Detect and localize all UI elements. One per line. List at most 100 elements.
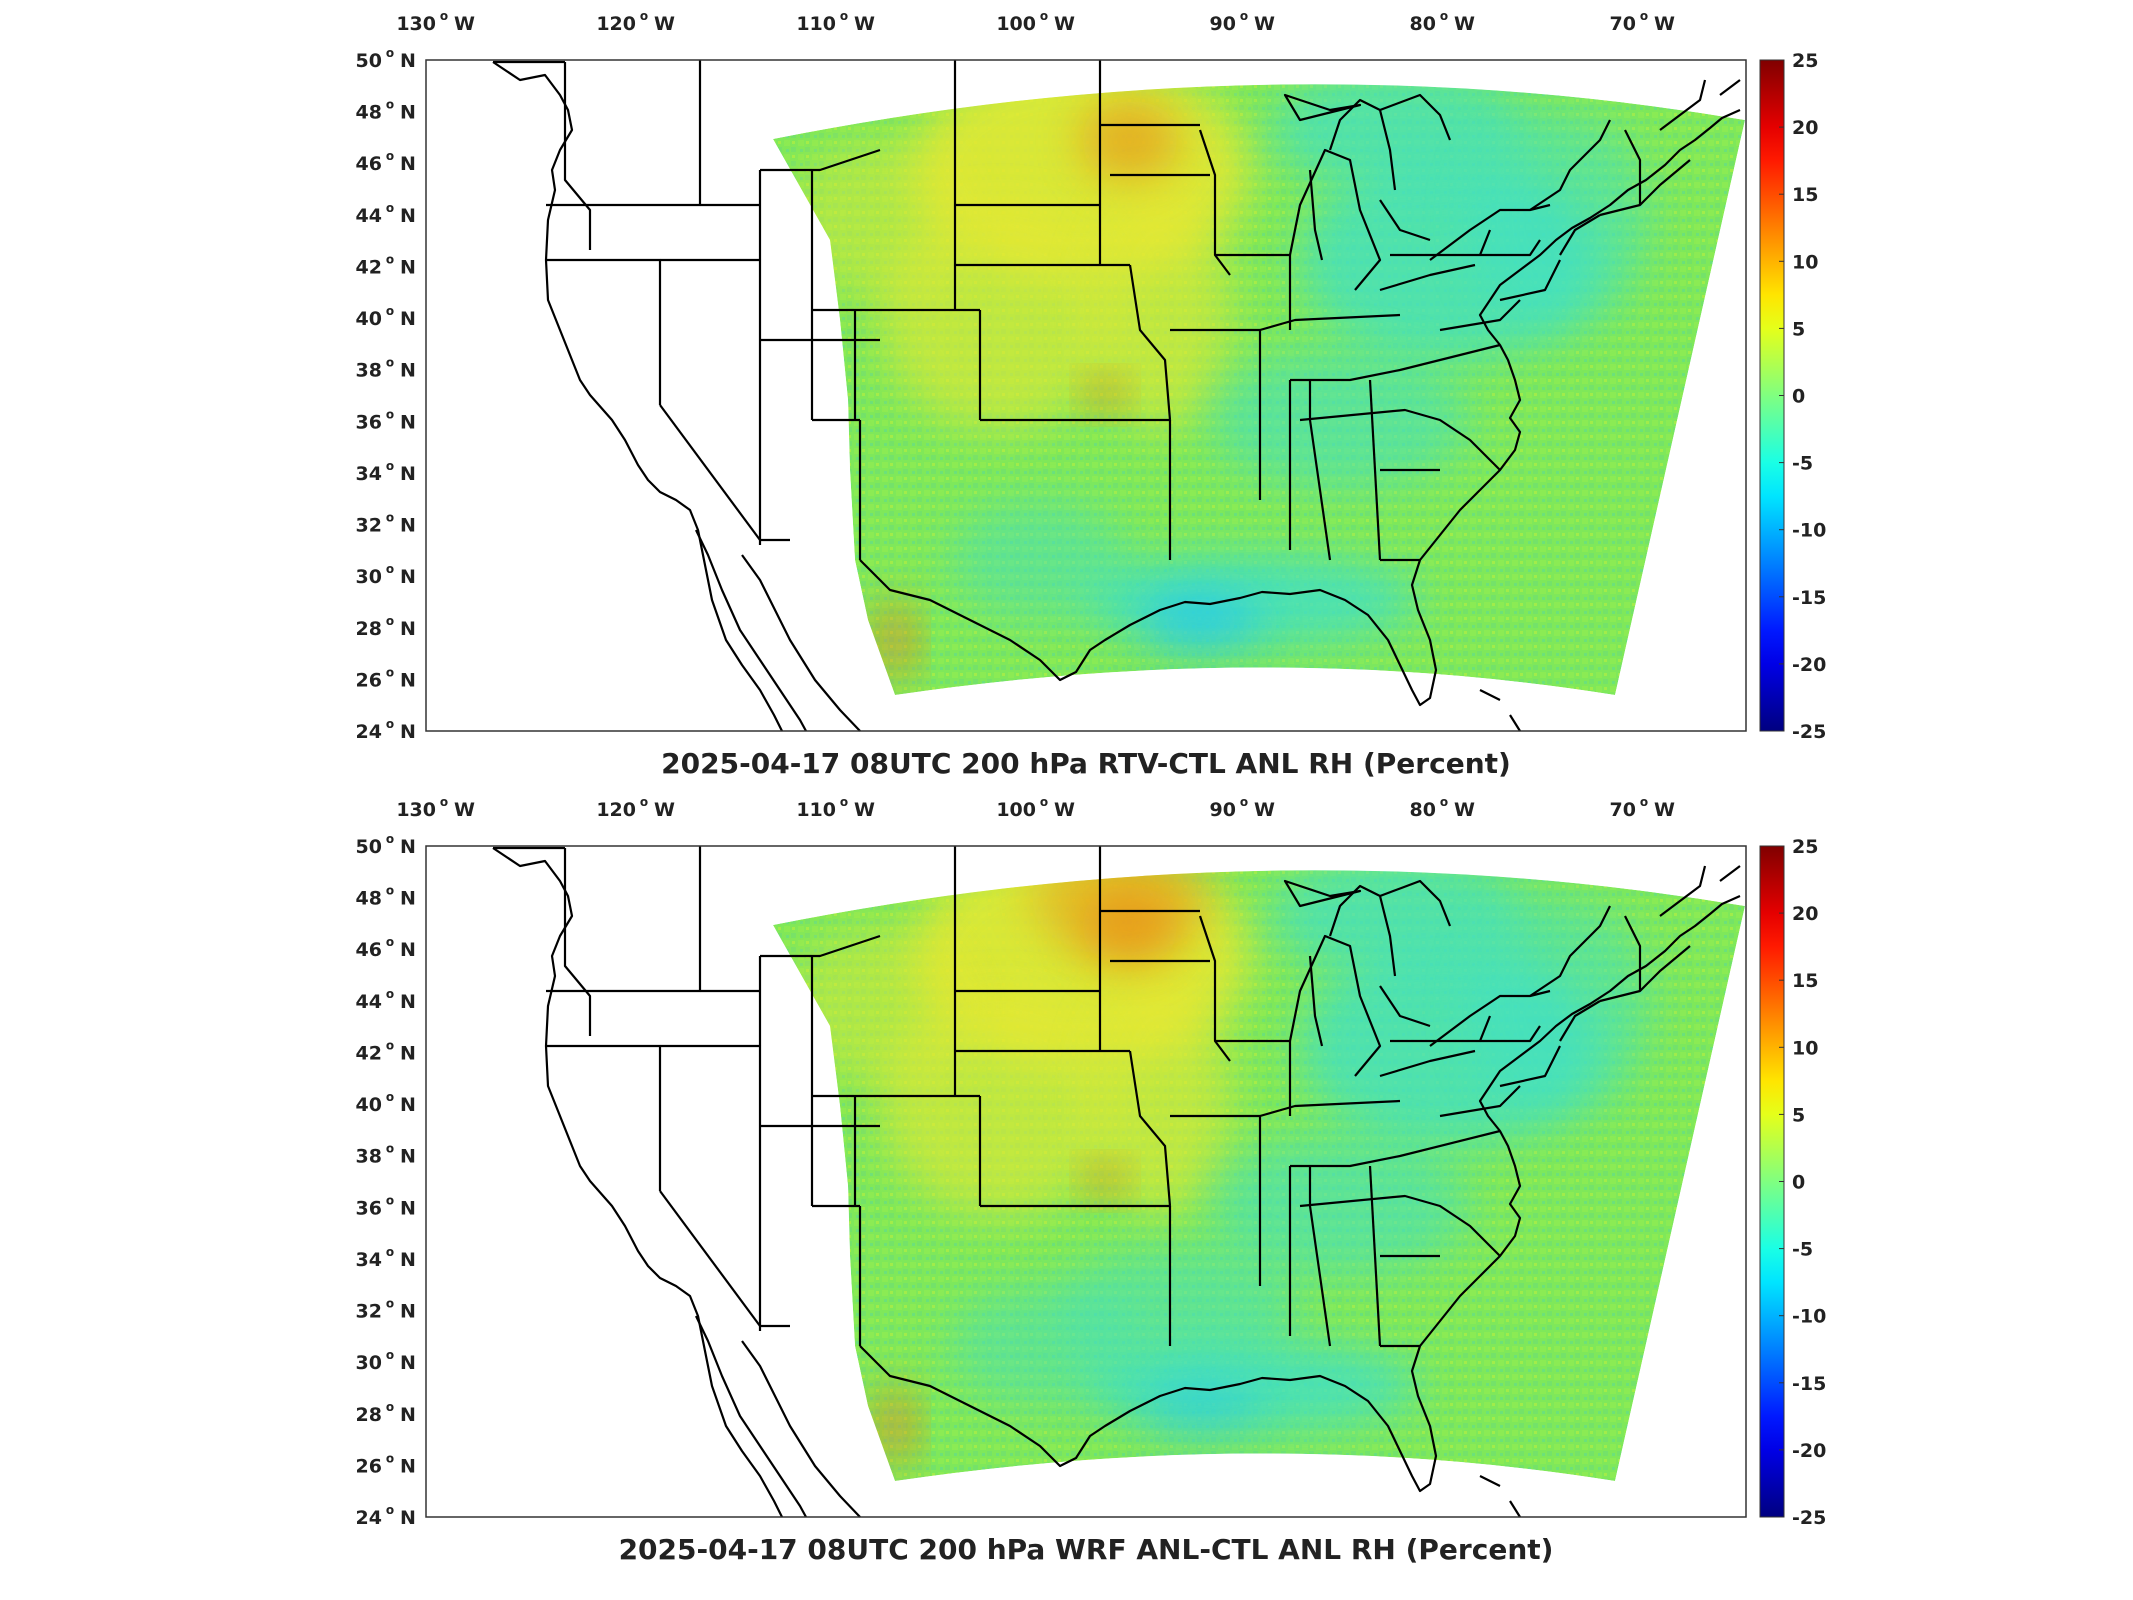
map-axes-frame	[425, 845, 1747, 1518]
state-border	[1198, 915, 1231, 1062]
colorbar-tick-label: -15	[1792, 587, 1826, 609]
state-border	[1559, 214, 1601, 256]
colorbar-tick-label: -10	[1792, 1306, 1826, 1328]
lon-tick-hemisphere: W	[454, 799, 475, 821]
state-border	[1290, 1129, 1501, 1168]
field-anomaly	[1060, 1246, 1300, 1366]
lat-tick-label: 26	[356, 1455, 382, 1477]
lat-tick-hemisphere: N	[400, 991, 416, 1013]
map-figure: 130 o W 120 o W 110 o W 100 o W 90 o W 80 o W 70 o W50 o N48 o N…	[356, 795, 1827, 1566]
degree-symbol: o	[386, 562, 394, 576]
panel-title: 2025-04-17 08UTC 200 hPa RTV-CTL ANL RH …	[661, 747, 1511, 780]
lat-tick-hemisphere: N	[400, 50, 416, 72]
degree-symbol: o	[386, 1090, 394, 1104]
lon-tick-label: 120	[596, 13, 636, 35]
lat-tick-hemisphere: N	[400, 1301, 416, 1323]
state-border	[1328, 884, 1397, 977]
lat-tick-label: 50	[356, 836, 382, 858]
lat-tick-label: 42	[356, 1042, 382, 1064]
lat-tick-label: 24	[356, 721, 382, 743]
lat-tick-hemisphere: N	[400, 836, 416, 858]
lake-erie	[1379, 263, 1476, 292]
state-border	[1559, 1000, 1601, 1042]
lon-tick-hemisphere: W	[454, 13, 475, 35]
baja-coastline	[695, 529, 861, 732]
degree-symbol: o	[1640, 795, 1648, 809]
degree-symbol: o	[386, 98, 394, 112]
lon-tick-label: 110	[796, 799, 836, 821]
state-border	[1480, 239, 1541, 257]
field-anomaly	[1270, 84, 1530, 190]
state-border	[1198, 129, 1231, 276]
field-anomaly	[1090, 190, 1230, 430]
lat-tick-label: 46	[356, 153, 382, 175]
state-border	[659, 404, 761, 541]
lat-tick-hemisphere: N	[400, 1507, 416, 1529]
degree-symbol: o	[386, 511, 394, 525]
colorbar-tick-label: -20	[1792, 654, 1826, 676]
lake-superior	[1283, 93, 1362, 122]
field-anomaly	[790, 926, 970, 1086]
degree-symbol: o	[640, 9, 648, 23]
lon-tick-hemisphere: W	[1254, 13, 1275, 35]
degree-symbol: o	[386, 1400, 394, 1414]
degree-symbol: o	[1440, 795, 1448, 809]
lon-tick-label: 90	[1210, 13, 1236, 35]
colorbar-tick-label: -5	[1792, 453, 1813, 475]
state-border	[1529, 119, 1611, 211]
degree-symbol: o	[386, 356, 394, 370]
field-anomaly	[1270, 870, 1530, 976]
degree-symbol: o	[1440, 9, 1448, 23]
lon-tick-hemisphere: W	[1054, 799, 1075, 821]
lat-tick-hemisphere: N	[400, 463, 416, 485]
degree-symbol: o	[386, 304, 394, 318]
lat-tick-label: 40	[356, 308, 382, 330]
lat-tick-hemisphere: N	[400, 102, 416, 124]
lat-tick-label: 44	[356, 205, 382, 227]
lon-tick-hemisphere: W	[1454, 799, 1475, 821]
lon-tick-label: 100	[996, 799, 1036, 821]
field-anomaly	[1140, 590, 1260, 650]
lon-tick-hemisphere: W	[654, 13, 675, 35]
degree-symbol: o	[386, 1245, 394, 1259]
degree-symbol: o	[386, 1348, 394, 1362]
field-anomaly	[1470, 896, 1650, 1116]
lat-tick-label: 36	[356, 1197, 382, 1219]
degree-symbol: o	[386, 614, 394, 628]
lat-tick-label: 26	[356, 669, 382, 691]
lat-tick-label: 50	[356, 50, 382, 72]
baja-coastline	[695, 1315, 861, 1518]
degree-symbol: o	[386, 149, 394, 163]
lon-tick-hemisphere: W	[1054, 13, 1075, 35]
lake-huron	[1379, 199, 1431, 242]
lat-tick-hemisphere: N	[400, 256, 416, 278]
canada-coast	[1659, 865, 1741, 917]
state-border	[1299, 408, 1501, 471]
state-border	[1624, 129, 1642, 205]
colorbar-tick-label: 5	[1792, 318, 1805, 340]
lat-tick-hemisphere: N	[400, 1094, 416, 1116]
state-border	[1259, 1099, 1401, 1118]
lon-tick-label: 90	[1210, 799, 1236, 821]
degree-symbol: o	[440, 795, 448, 809]
state-border	[1480, 1025, 1541, 1043]
colorbar-tick-label: -25	[1792, 1507, 1826, 1529]
field-anomaly	[1210, 350, 1470, 490]
lon-tick-label: 110	[796, 13, 836, 35]
lat-tick-label: 28	[356, 618, 382, 640]
colorbar-tick-label: 20	[1792, 117, 1818, 139]
degree-symbol: o	[386, 935, 394, 949]
degree-symbol: o	[386, 717, 394, 731]
state-border	[1368, 1165, 1382, 1347]
degree-symbol: o	[1640, 9, 1648, 23]
colorbar-tick-label: 10	[1792, 1037, 1818, 1059]
state-border	[563, 848, 592, 1036]
state-border	[760, 148, 881, 172]
colorbar-tick-label: -25	[1792, 721, 1826, 743]
field-anomaly	[1087, 1165, 1123, 1197]
lat-tick-label: 34	[356, 463, 382, 485]
state-border	[1328, 98, 1397, 191]
lat-tick-hemisphere: N	[400, 360, 416, 382]
colorbar-tick-label: 25	[1792, 50, 1818, 72]
degree-symbol: o	[386, 201, 394, 215]
